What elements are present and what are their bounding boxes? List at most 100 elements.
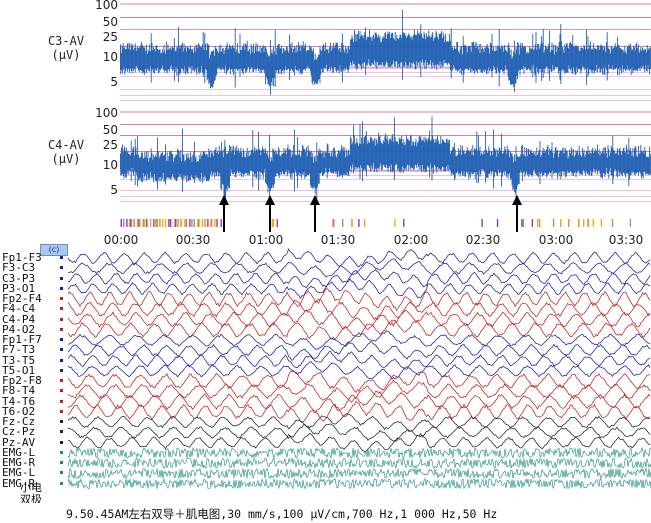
eeg-panel: (c) Fp1-F3 F3-C3 C3-P3 P3-O1 Fp2-F4 F4-C4 C4-P… <box>0 244 651 506</box>
event-marker-tick <box>162 219 164 227</box>
event-marker-tick <box>629 219 632 227</box>
event-marker-tick <box>214 219 216 227</box>
channel-label: Fp1-F3 <box>2 251 42 264</box>
channel-label: F7-T3 <box>2 343 36 357</box>
channel-marker <box>60 399 63 403</box>
montage-label-line2: 双极 <box>20 493 42 506</box>
event-marker-tick <box>522 219 525 227</box>
channel-label: Pz-AV <box>2 435 36 449</box>
channel-label: T6-O2 <box>2 404 36 418</box>
eeg-trace <box>68 309 651 331</box>
channel-label: C4-P4 <box>2 312 36 326</box>
event-marker-tick <box>211 219 213 227</box>
xtick: 01:30 <box>320 233 356 247</box>
event-marker-tick <box>180 219 182 227</box>
event-marker-tick <box>220 219 222 227</box>
channel-marker <box>60 409 63 413</box>
eeg-traces <box>68 244 651 503</box>
channel-marker <box>60 266 63 270</box>
event-marker-tick <box>129 219 131 227</box>
eeg-trace <box>68 369 651 394</box>
event-marker-tick <box>582 219 585 227</box>
event-marker-tick <box>276 219 278 227</box>
eeg-trace <box>68 413 651 432</box>
eeg-trace <box>68 446 651 460</box>
event-marker-tick <box>521 219 523 227</box>
channel-label: F8-T4 <box>2 384 36 398</box>
eeg-trace <box>68 423 651 442</box>
eeg-trace <box>68 350 651 370</box>
footer-text: 9.50.45AM左右双导＋肌电图,30 mm/s,100 μV/cm,700 … <box>66 507 498 521</box>
channel-marker <box>60 389 63 393</box>
channel-label: T3-T5 <box>2 353 36 367</box>
event-marker-tick <box>123 219 125 227</box>
eeg-trace <box>68 330 651 350</box>
eeg-trace <box>68 390 651 414</box>
event-marker-tick <box>197 219 199 227</box>
channel-marker <box>60 471 63 475</box>
event-marker-tick <box>552 219 555 227</box>
trend-c4-label-line2: (μV) <box>51 152 81 166</box>
channel-marker <box>60 358 63 362</box>
channel-label: P4-O2 <box>2 322 36 336</box>
event-marker-tick <box>164 219 167 227</box>
ytick: 25 <box>102 30 118 44</box>
event-marker-tick <box>142 219 145 227</box>
montage-label-line1: 小电 <box>20 481 42 494</box>
channel-label: T5-O1 <box>2 363 36 377</box>
channel-marker <box>60 307 63 311</box>
event-marker-tick <box>216 219 218 227</box>
channel-label: P3-O1 <box>2 281 36 295</box>
event-marker-tick <box>531 219 534 227</box>
event-marker-tick <box>592 219 594 227</box>
xtick: 00:30 <box>175 233 211 247</box>
eeg-trace <box>68 340 651 361</box>
channel-marker <box>60 481 63 485</box>
channel-marker <box>60 348 63 352</box>
xtick: 02:00 <box>393 233 429 247</box>
event-marker-tick <box>169 219 172 227</box>
ytick: 10 <box>102 50 118 64</box>
ytick: 5 <box>110 75 118 89</box>
event-marker-tick <box>133 219 135 227</box>
event-marker-tick <box>204 219 206 227</box>
channel-marker <box>60 368 63 372</box>
ytick: 50 <box>102 123 118 137</box>
ytick: 5 <box>110 183 118 197</box>
channel-marker <box>60 276 63 280</box>
event-marker-tick <box>351 219 353 227</box>
montage-label: 小电 双极 <box>20 482 42 506</box>
event-marker-tick <box>481 219 483 227</box>
channel-marker <box>60 338 63 342</box>
event-marker-tick <box>210 219 212 227</box>
event-marker-tick <box>137 219 139 227</box>
event-marker-tick <box>130 219 133 227</box>
seizure-arrow-head <box>265 195 275 205</box>
channel-label: Fp2-F8 <box>2 374 42 388</box>
event-marker-tick <box>363 219 366 227</box>
eeg-trace <box>68 400 651 424</box>
eeg-trace <box>68 319 651 341</box>
channel-label-column: Fp1-F3 F3-C3 C3-P3 P3-O1 Fp2-F4 F4-C4 C4-P4 P4-… <box>0 244 68 503</box>
channel-marker <box>60 297 63 301</box>
event-marker-tick <box>168 219 170 227</box>
recording-settings-footer: 9.50.45AM左右双导＋肌电图,30 mm/s,100 μV/cm,700 … <box>0 503 651 523</box>
ytick: 100 <box>95 106 118 120</box>
xtick: 01:00 <box>248 233 284 247</box>
channel-marker <box>60 327 63 331</box>
eeg-trace <box>68 298 651 321</box>
channel-marker <box>60 379 63 383</box>
event-marker-tick <box>358 219 360 227</box>
xtick: 03:30 <box>608 233 644 247</box>
eeg-trace <box>68 457 651 470</box>
channel-label: C3-P3 <box>2 271 36 285</box>
event-marker-tick <box>175 219 177 227</box>
eeg-trace <box>68 361 651 380</box>
event-marker-tick <box>587 219 589 227</box>
trend-c4-label: C4-AV (μV) <box>44 138 88 166</box>
event-marker-tick <box>189 219 191 227</box>
channel-label: EMG-R <box>2 456 36 470</box>
seizure-arrow-head <box>512 195 522 205</box>
amplitude-trend-plot <box>120 3 651 232</box>
event-marker-tick <box>536 219 539 227</box>
